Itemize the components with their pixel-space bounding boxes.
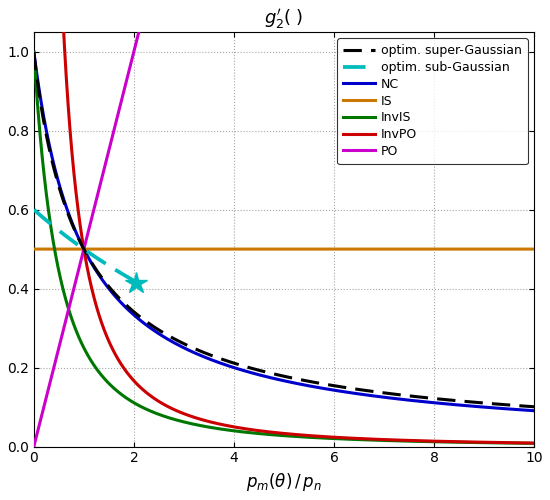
optim. sub-Gaussian (133, 279, 140, 285)
Line: optim. super-Gaussian: optim. super-Gaussian (34, 52, 534, 407)
PO (115, 110, 122, 116)
InvPO (531, 440, 537, 446)
PO (76, 264, 82, 270)
Legend: optim. super-Gaussian, optim. sub-Gaussian, NC, IS, InvIS, InvPO, PO: optim. super-Gaussian, optim. sub-Gaussi… (337, 38, 528, 164)
PO (136, 26, 143, 32)
PO (141, 9, 147, 15)
InvPO (87, 282, 94, 288)
Line: InvPO: InvPO (63, 12, 534, 443)
optim. super-Gaussian (356, 386, 362, 392)
optim. super-Gaussian (331, 382, 337, 388)
InvPO (468, 439, 474, 445)
PO (39, 410, 46, 416)
PO (31, 444, 37, 450)
X-axis label: $p_m(\theta)\,/\,p_n$: $p_m(\theta)\,/\,p_n$ (246, 471, 322, 493)
IS (404, 246, 410, 252)
PO (36, 422, 42, 428)
InvIS (122, 394, 128, 400)
Line: InvIS: InvIS (34, 52, 534, 444)
optim. sub-Gaussian (112, 267, 119, 273)
PO (58, 334, 65, 340)
InvPO (359, 436, 366, 442)
InvPO (361, 436, 367, 442)
optim. super-Gaussian (31, 49, 37, 55)
NC (404, 397, 410, 403)
IS (222, 246, 228, 252)
optim. super-Gaussian (122, 300, 128, 306)
optim. sub-Gaussian (41, 216, 48, 222)
Line: PO: PO (34, 12, 144, 446)
InvIS (442, 439, 449, 445)
optim. sub-Gaussian (31, 206, 37, 212)
NC (222, 362, 228, 368)
optim. super-Gaussian (531, 404, 537, 410)
InvIS (356, 436, 362, 442)
NC (331, 387, 337, 393)
optim. sub-Gaussian (72, 240, 79, 246)
InvIS (531, 440, 537, 446)
optim. super-Gaussian (442, 396, 449, 402)
InvIS (222, 426, 228, 432)
NC (442, 401, 449, 407)
IS (331, 246, 337, 252)
InvPO (421, 438, 427, 444)
NC (356, 391, 362, 397)
Line: optim. sub-Gaussian: optim. sub-Gaussian (34, 210, 136, 282)
optim. super-Gaussian (222, 358, 228, 364)
optim. sub-Gaussian (111, 266, 117, 272)
NC (31, 49, 37, 55)
Line: NC: NC (34, 52, 534, 410)
Title: $g_2^{\prime}(\;)$: $g_2^{\prime}(\;)$ (265, 7, 304, 31)
optim. super-Gaussian (404, 392, 410, 398)
optim. sub-Gaussian (76, 242, 82, 248)
InvIS (404, 438, 410, 444)
optim. sub-Gaussian (101, 260, 108, 266)
InvIS (31, 50, 37, 56)
InvIS (331, 436, 337, 442)
IS (31, 246, 37, 252)
NC (531, 408, 537, 414)
InvPO (163, 403, 170, 409)
IS (122, 246, 128, 252)
IS (356, 246, 362, 252)
NC (122, 304, 128, 310)
IS (531, 246, 537, 252)
InvPO (59, 10, 66, 16)
IS (442, 246, 449, 252)
